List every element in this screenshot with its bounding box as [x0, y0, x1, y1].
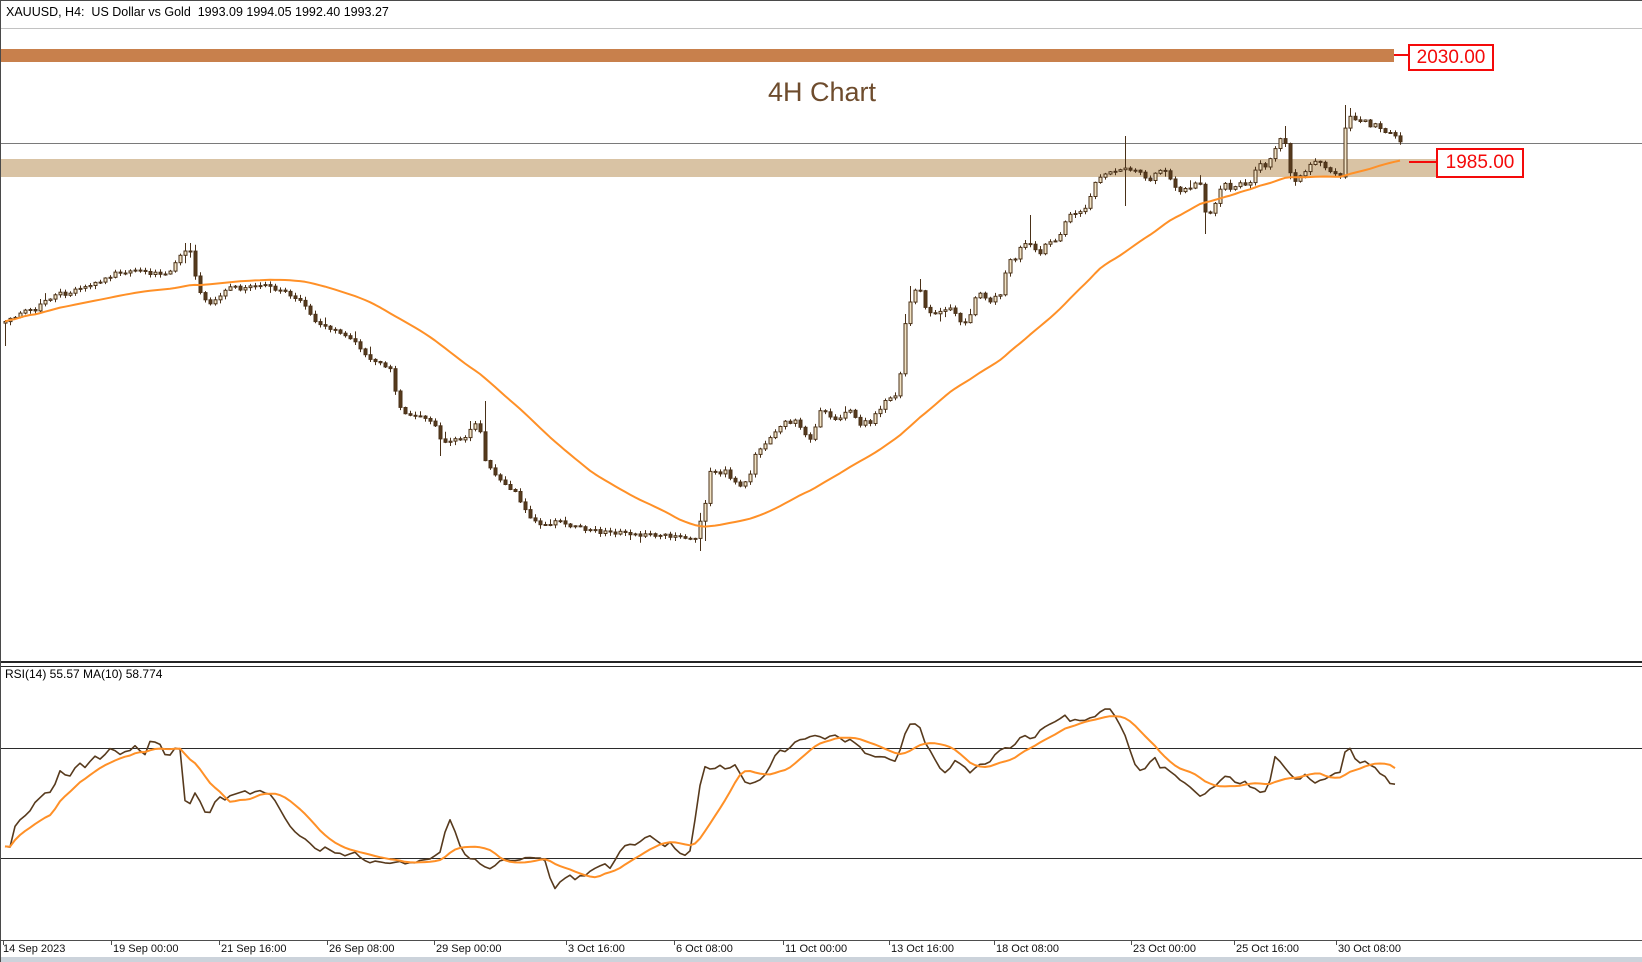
- time-axis-tick: [1131, 940, 1132, 945]
- time-axis-label: 19 Sep 00:00: [113, 943, 179, 955]
- time-axis-label: 23 Oct 00:00: [1133, 943, 1196, 955]
- rsi-indicator-label: RSI(14) 55.57 MA(10) 58.774: [5, 667, 163, 681]
- time-axis-tick: [566, 940, 567, 945]
- time-axis-label: 14 Sep 2023: [3, 943, 66, 955]
- time-axis-line: [1, 940, 1642, 941]
- rsi-level-30-line: [1, 858, 1642, 859]
- support-connector: [1409, 161, 1436, 163]
- header-divider: [1, 28, 1642, 29]
- symbol-ohlc-header: XAUUSD, H4: US Dollar vs Gold 1993.09 19…: [6, 5, 389, 19]
- resistance-zone-2030[interactable]: [1, 49, 1394, 62]
- time-axis-tick: [219, 940, 220, 945]
- chart-title[interactable]: 4H Chart: [1, 77, 1642, 108]
- current-price-line: [1, 143, 1642, 144]
- time-axis-label: 30 Oct 08:00: [1338, 943, 1401, 955]
- time-axis-label: 11 Oct 00:00: [785, 943, 848, 955]
- time-axis-label: 26 Sep 08:00: [329, 943, 395, 955]
- time-axis-tick: [994, 940, 995, 945]
- resistance-price-label[interactable]: 2030.00: [1408, 44, 1494, 71]
- time-axis-tick: [434, 940, 435, 945]
- time-axis-tick: [1336, 940, 1337, 945]
- time-axis-label: 6 Oct 08:00: [676, 943, 733, 955]
- time-axis-tick: [327, 940, 328, 945]
- support-zone-1985[interactable]: [1, 159, 1436, 177]
- time-axis-label: 18 Oct 08:00: [996, 943, 1059, 955]
- time-axis-tick: [783, 940, 784, 945]
- resistance-price-text: 2030.00: [1416, 46, 1486, 68]
- support-price-label[interactable]: 1985.00: [1436, 148, 1524, 178]
- pane-separator-lower: [1, 666, 1642, 667]
- time-axis-label: 21 Sep 16:00: [221, 943, 287, 955]
- time-axis-label: 3 Oct 16:00: [568, 943, 625, 955]
- pane-separator[interactable]: [1, 661, 1642, 663]
- time-axis-tick: [674, 940, 675, 945]
- time-axis-label: 29 Sep 00:00: [436, 943, 502, 955]
- window-bottom-edge: [1, 957, 1642, 962]
- time-axis-tick: [111, 940, 112, 945]
- time-axis-tick: [3, 940, 4, 945]
- support-price-text: 1985.00: [1445, 152, 1515, 173]
- chart-title-text: 4H Chart: [767, 77, 877, 107]
- time-axis-tick: [889, 940, 890, 945]
- time-axis-tick: [1234, 940, 1235, 945]
- time-axis-label: 25 Oct 16:00: [1236, 943, 1299, 955]
- resistance-connector: [1394, 54, 1408, 56]
- time-axis-label: 13 Oct 16:00: [891, 943, 954, 955]
- rsi-level-70-line: [1, 748, 1642, 749]
